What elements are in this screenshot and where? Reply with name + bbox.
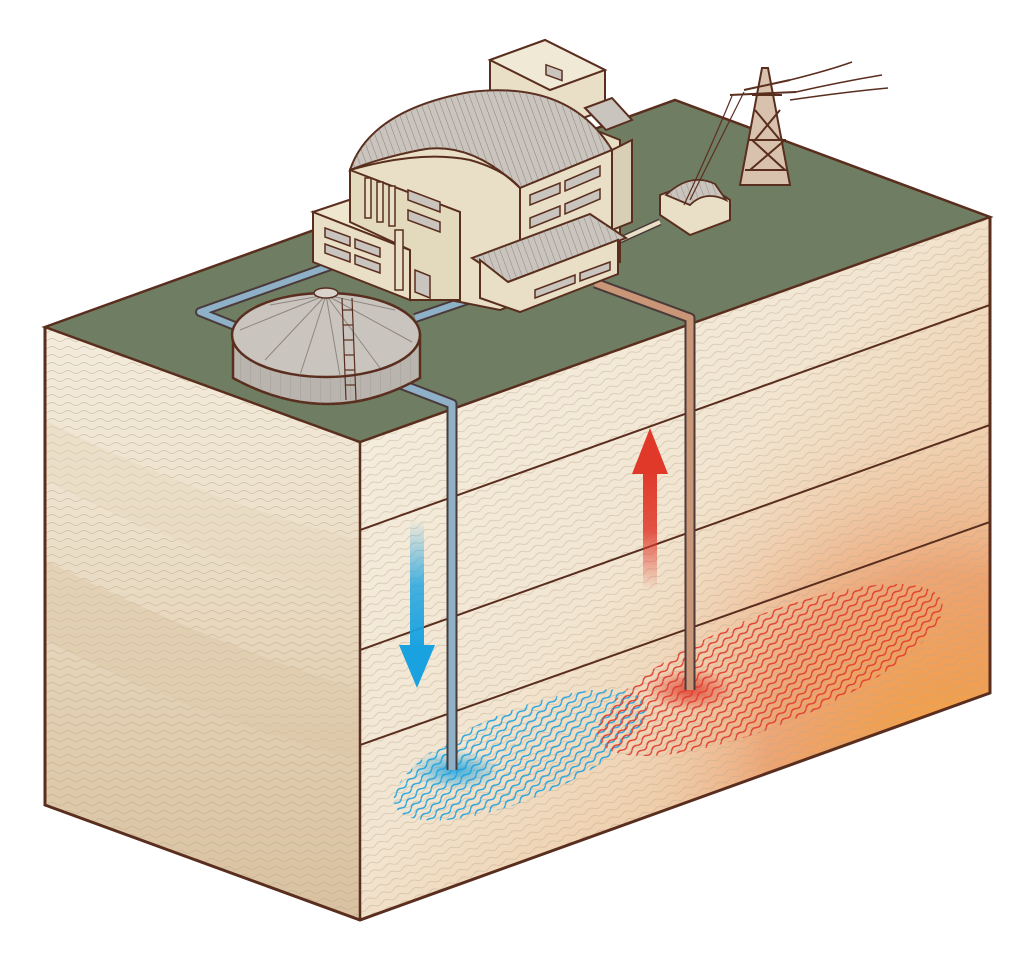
arrow-up-icon <box>632 428 668 590</box>
stratum-line <box>360 424 990 651</box>
stratum-line <box>360 304 990 531</box>
substation-building <box>659 178 731 237</box>
transmission-tower <box>683 61 889 206</box>
arrow-down-icon <box>399 520 435 688</box>
power-plant <box>310 38 634 314</box>
storage-tank <box>230 287 422 406</box>
tank-ladder <box>341 297 357 401</box>
injection-pipe <box>398 378 458 770</box>
production-pipe <box>593 277 696 690</box>
stratum-line <box>360 521 990 746</box>
